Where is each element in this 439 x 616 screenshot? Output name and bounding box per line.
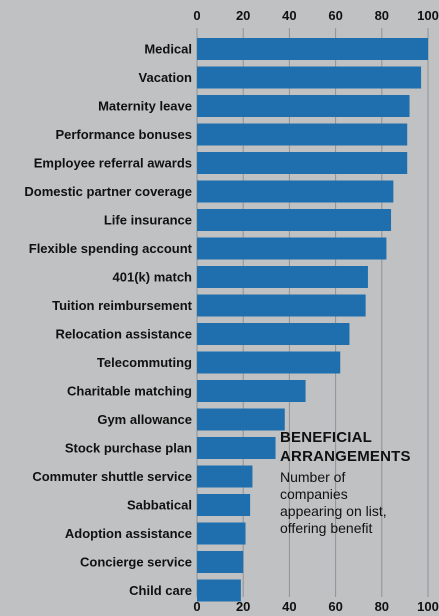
- category-label: Gym allowance: [97, 412, 192, 427]
- axis-ticks: 0 0 20 20 40 40 60 60 80 80 100 100: [193, 8, 438, 614]
- bar: [197, 209, 392, 231]
- tick-label-bottom: 60: [328, 599, 342, 614]
- category-label: Adoption assistance: [65, 526, 192, 541]
- bar: [197, 152, 408, 174]
- category-labels: Medical Vacation Maternity leave Performanc…: [24, 42, 192, 599]
- category-label: Medical: [144, 42, 192, 57]
- bar: [197, 38, 428, 60]
- annotation-text-line: offering benefit: [280, 520, 373, 536]
- category-label: Performance bonuses: [55, 127, 192, 142]
- tick-label-bottom: 0: [193, 599, 200, 614]
- category-label: Flexible spending account: [29, 241, 193, 256]
- tick-label-top: 80: [375, 8, 389, 23]
- category-label: Relocation assistance: [55, 327, 192, 342]
- category-label: Charitable matching: [67, 384, 192, 399]
- tick-label-bottom: 20: [236, 599, 250, 614]
- annotation-text-line: companies: [280, 486, 348, 502]
- bar: [197, 579, 241, 602]
- bar: [197, 551, 244, 573]
- category-label: Vacation: [139, 70, 193, 85]
- category-label: 401(k) match: [113, 270, 193, 285]
- bar: [197, 323, 350, 345]
- bar: [197, 66, 422, 89]
- category-label: Life insurance: [104, 213, 192, 228]
- annotation-description: Number of companies appearing on list, o…: [280, 469, 438, 537]
- bar: [197, 266, 368, 288]
- bar: [197, 123, 408, 146]
- tick-label-top: 40: [282, 8, 296, 23]
- tick-label-top: 20: [236, 8, 250, 23]
- bar: [197, 494, 251, 516]
- annotation-title-line: ARRANGEMENTS: [280, 448, 411, 465]
- tick-label-top: 100: [417, 8, 439, 23]
- annotation-title-line: BENEFICIAL: [280, 429, 372, 446]
- bar: [197, 522, 246, 545]
- category-label: Telecommuting: [97, 355, 192, 370]
- bar: [197, 408, 285, 431]
- tick-label-bottom: 100: [417, 599, 439, 614]
- bar: [197, 180, 394, 203]
- bar: [197, 294, 366, 317]
- category-label: Concierge service: [80, 555, 192, 570]
- annotation-text-line: appearing on list,: [280, 503, 387, 519]
- tick-label-bottom: 80: [375, 599, 389, 614]
- category-label: Child care: [129, 583, 192, 598]
- tick-label-bottom: 40: [282, 599, 296, 614]
- bars: [197, 38, 428, 602]
- tick-label-top: 0: [193, 8, 200, 23]
- category-label: Tuition reimbursement: [52, 298, 193, 313]
- annotation-text-line: Number of: [280, 469, 346, 485]
- bar: [197, 380, 306, 402]
- bar: [197, 95, 410, 117]
- tick-label-top: 60: [328, 8, 342, 23]
- category-label: Domestic partner coverage: [24, 184, 192, 199]
- category-label: Sabbatical: [127, 498, 192, 513]
- category-label: Maternity leave: [98, 99, 192, 114]
- bar: [197, 351, 341, 374]
- category-label: Commuter shuttle service: [32, 469, 192, 484]
- annotation-title: BENEFICIAL ARRANGEMENTS: [280, 428, 438, 466]
- category-label: Stock purchase plan: [65, 441, 192, 456]
- bar: [197, 465, 253, 488]
- bar: [197, 437, 276, 459]
- chart-annotation: BENEFICIAL ARRANGEMENTS Number of compan…: [280, 428, 438, 537]
- bar: [197, 237, 387, 260]
- category-label: Employee referral awards: [34, 156, 192, 171]
